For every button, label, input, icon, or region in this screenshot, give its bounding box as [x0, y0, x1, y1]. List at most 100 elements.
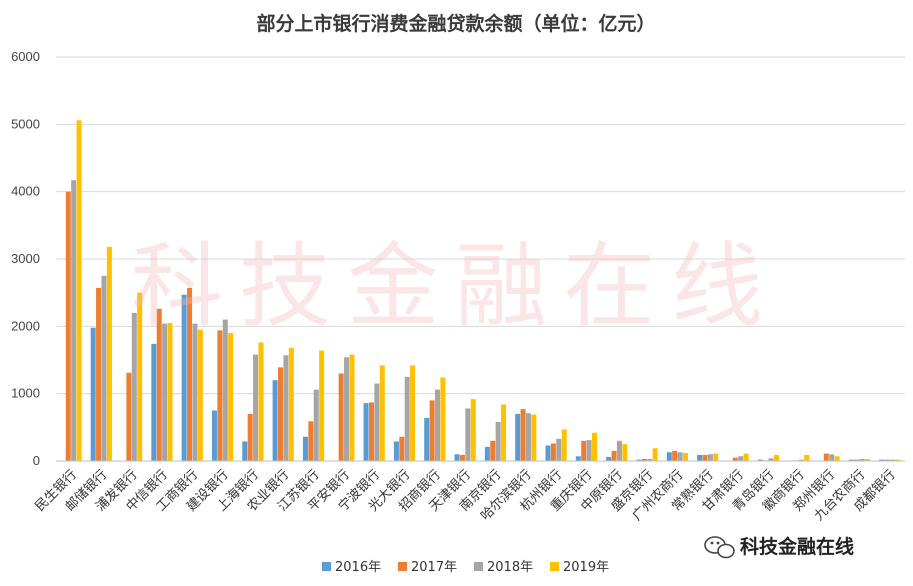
bar	[272, 380, 278, 461]
bar	[682, 452, 688, 461]
bar	[410, 365, 416, 461]
legend-swatch	[398, 562, 407, 571]
bar	[288, 347, 294, 461]
bar	[757, 459, 763, 461]
bar	[197, 329, 203, 461]
bar	[889, 459, 895, 461]
bar	[283, 355, 289, 461]
bar	[707, 454, 713, 461]
bar	[677, 452, 683, 461]
bar	[606, 456, 612, 461]
y-axis: 0 1000 2000 3000 4000 5000 6000	[11, 49, 40, 468]
bar	[636, 459, 642, 461]
bar	[854, 459, 860, 461]
bar	[804, 454, 810, 461]
bar	[622, 444, 628, 461]
legend-swatch	[474, 562, 483, 571]
bar	[834, 456, 840, 461]
bar	[65, 191, 71, 462]
bar	[848, 459, 854, 461]
bar	[344, 357, 350, 461]
bar	[561, 429, 567, 461]
bar	[278, 367, 284, 461]
bar	[258, 342, 264, 461]
bar	[393, 441, 399, 461]
watermark-text: 科技金融在线	[131, 233, 779, 340]
legend-swatch	[322, 562, 331, 571]
bar	[884, 459, 890, 461]
bar	[773, 454, 779, 461]
bar	[222, 319, 228, 461]
bar	[470, 399, 476, 461]
bar	[192, 323, 198, 461]
bar	[556, 438, 562, 461]
bar	[76, 120, 82, 461]
bar	[302, 436, 308, 461]
bar	[151, 343, 157, 461]
bar	[575, 456, 581, 461]
bar	[399, 436, 405, 461]
bar	[895, 459, 901, 461]
bar	[592, 432, 598, 461]
bar	[379, 365, 385, 461]
legend: 2016年 2017年 2018年 2019年	[322, 560, 609, 575]
bar	[864, 458, 870, 461]
bar	[319, 350, 325, 461]
bar	[495, 421, 501, 461]
bar	[90, 327, 96, 461]
bar	[611, 450, 617, 461]
bar	[429, 400, 435, 461]
bar	[349, 354, 355, 461]
legend-swatch	[550, 562, 559, 571]
bar	[338, 373, 344, 461]
bar	[525, 413, 531, 461]
bar	[798, 459, 804, 461]
bar	[768, 458, 774, 461]
bars	[65, 120, 901, 462]
bar	[228, 333, 234, 461]
bar	[829, 454, 835, 461]
bar	[859, 458, 865, 461]
bar	[823, 453, 829, 461]
bar	[156, 308, 162, 461]
bar	[187, 287, 193, 461]
bar	[490, 440, 496, 461]
bar	[641, 458, 647, 461]
bar	[131, 312, 137, 461]
bar	[743, 453, 749, 461]
chart-title: 部分上市银行消费金融贷款余额（单位：亿元）	[256, 12, 655, 35]
bar	[702, 454, 708, 461]
bar	[137, 292, 143, 461]
bar	[697, 454, 703, 461]
y-tick-label: 1000	[11, 386, 40, 401]
bar	[167, 322, 173, 461]
bar	[454, 454, 460, 461]
bar	[126, 372, 132, 461]
bar	[71, 180, 77, 461]
y-tick-label: 5000	[11, 116, 40, 131]
bar	[368, 402, 374, 461]
bar	[531, 414, 537, 461]
bar	[520, 409, 526, 461]
bar	[435, 389, 441, 461]
bar	[616, 440, 622, 461]
bar	[501, 404, 507, 461]
bar	[672, 450, 678, 461]
bar	[374, 383, 380, 461]
bar	[247, 413, 253, 461]
bar	[211, 410, 217, 461]
bar	[440, 377, 446, 461]
y-tick-label: 4000	[11, 184, 40, 199]
legend-label: 2019年	[563, 560, 609, 575]
bar	[242, 441, 248, 461]
bar	[879, 459, 885, 461]
bar	[404, 376, 410, 461]
bar	[253, 354, 259, 461]
bar	[652, 448, 658, 461]
bar	[459, 454, 465, 461]
bar	[732, 457, 738, 461]
bar	[713, 453, 719, 461]
legend-label: 2018年	[487, 560, 533, 575]
